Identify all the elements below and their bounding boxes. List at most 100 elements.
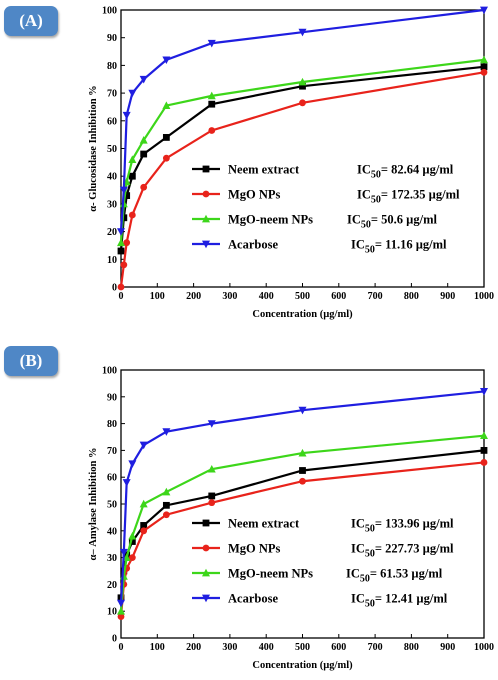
ic50-prefix: IC xyxy=(357,188,371,202)
data-point-neem-extract xyxy=(128,538,136,545)
data-point-mgo-neem-nps xyxy=(480,55,488,64)
data-point-acarbose xyxy=(162,56,171,65)
data-point-mgo-nps xyxy=(162,154,170,162)
y-tick-label: 50 xyxy=(107,144,117,155)
y-tick-label: 40 xyxy=(107,172,117,183)
data-point-acarbose xyxy=(119,548,128,557)
data-point-neem-extract xyxy=(117,247,125,255)
y-tick-label: 50 xyxy=(107,500,117,511)
data-point-neem-extract xyxy=(480,447,488,454)
ic50-annotation: IC50= 82.64 µg/ml xyxy=(357,163,454,181)
ic50-annotation: IC50= 50.6 µg/ml xyxy=(347,213,437,231)
data-point-neem-extract xyxy=(208,100,216,108)
ic50-value: = 227.73 µg/ml xyxy=(375,542,454,556)
x-tick-label: 200 xyxy=(186,642,201,653)
legend-entry-acarbose: Acarbose IC50= 11.16 µg/ml xyxy=(192,238,447,256)
x-tick-label: 500 xyxy=(295,291,310,302)
data-point-mgo-nps xyxy=(117,283,125,291)
data-point-mgo-neem-nps xyxy=(117,607,125,615)
data-point-neem-extract xyxy=(140,522,148,529)
data-point-mgo-neem-nps xyxy=(139,499,148,508)
data-point-mgo-nps xyxy=(128,211,136,219)
legend-label: Acarbose xyxy=(228,592,278,606)
y-tick-label: 80 xyxy=(107,61,117,72)
legend-label: Acarbose xyxy=(228,238,278,252)
x-tick-label: 300 xyxy=(222,291,237,302)
data-point-acarbose xyxy=(122,479,131,487)
y-tick-label: 90 xyxy=(107,392,117,403)
ic50-annotation: IC50= 11.16 µg/ml xyxy=(351,238,447,256)
y-tick-label: 60 xyxy=(107,473,117,484)
y-tick-label: 30 xyxy=(107,199,117,210)
ic50-annotation: IC50= 61.53 µg/ml xyxy=(346,567,443,585)
legend-entry-neem-extract: Neem extract IC50= 82.64 µg/ml xyxy=(192,163,454,181)
y-tick-label: 0 xyxy=(112,283,117,294)
series-mgo-neem-nps xyxy=(117,55,488,247)
legend-swatch-marker xyxy=(202,519,210,527)
data-point-acarbose xyxy=(128,89,137,98)
y-tick-label: 100 xyxy=(102,366,117,377)
ic50-subscript: 50 xyxy=(371,195,381,206)
data-point-mgo-neem-nps xyxy=(117,238,125,247)
x-tick-label: 900 xyxy=(440,642,455,653)
x-tick-label: 100 xyxy=(150,642,165,653)
y-tick-label: 20 xyxy=(107,580,117,591)
data-point-acarbose xyxy=(480,388,488,396)
ic50-prefix: IC xyxy=(351,542,365,556)
data-point-mgo-neem-nps xyxy=(207,91,216,100)
data-point-acarbose xyxy=(117,599,125,608)
y-tick-label: 90 xyxy=(107,33,117,44)
ic50-subscript: 50 xyxy=(365,549,375,560)
chart-panel-a: (A) 0 10 20 30 40 50 60 70 80 90 100 0 100 200 300 400 5… xyxy=(4,6,494,320)
x-tick-label: 800 xyxy=(404,642,419,653)
data-point-acarbose xyxy=(122,111,131,120)
chart-panel-b: (B) 0 10 20 30 40 50 60 70 80 90 100 0 100 200 300 400 5… xyxy=(0,340,498,680)
legend-swatch-marker xyxy=(202,594,210,603)
data-point-mgo-nps xyxy=(208,127,216,134)
data-point-mgo-nps xyxy=(208,499,216,507)
x-tick-label: 100 xyxy=(150,291,165,302)
data-point-acarbose xyxy=(207,420,216,428)
ic50-subscript: 50 xyxy=(360,574,370,585)
legend-swatch-marker xyxy=(202,165,210,173)
ic50-value: = 61.53 µg/ml xyxy=(370,567,443,581)
y-tick-label: 10 xyxy=(107,255,117,266)
data-point-neem-extract xyxy=(140,150,148,158)
legend-entry-mgo-nps: MgO NPs IC50= 227.73 µg/ml xyxy=(192,542,454,560)
x-tick-label: 200 xyxy=(186,291,201,302)
data-point-acarbose xyxy=(117,228,125,236)
data-point-mgo-nps xyxy=(299,477,306,485)
data-point-neem-extract xyxy=(162,134,170,141)
legend-swatch-marker xyxy=(202,568,210,577)
y-tick-label: 0 xyxy=(112,634,117,645)
data-point-neem-extract xyxy=(208,492,216,500)
y-tick-label: 40 xyxy=(107,526,117,537)
ic50-subscript: 50 xyxy=(365,245,375,256)
ic50-annotation: IC50= 133.96 µg/ml xyxy=(351,517,454,535)
x-tick-label: 1000 xyxy=(474,642,494,653)
legend-label: MgO-neem NPs xyxy=(228,213,313,227)
data-point-mgo-nps xyxy=(299,99,306,107)
x-tick-label: 800 xyxy=(404,291,419,302)
y-tick-label: 10 xyxy=(107,607,117,618)
data-point-mgo-neem-nps xyxy=(480,431,488,440)
ic50-value: = 11.16 µg/ml xyxy=(375,238,447,252)
legend-label: MgO NPs xyxy=(228,188,281,202)
x-tick-label: 600 xyxy=(331,291,346,302)
ic50-value: = 82.64 µg/ml xyxy=(381,163,454,177)
panel-label-badge: (B) xyxy=(4,346,58,376)
y-tick-label: 20 xyxy=(107,227,117,238)
legend-swatch-marker xyxy=(202,240,210,249)
ic50-prefix: IC xyxy=(351,592,365,606)
ic50-value: = 133.96 µg/ml xyxy=(375,517,454,531)
data-point-mgo-neem-nps xyxy=(207,464,216,473)
data-point-neem-extract xyxy=(128,172,136,180)
y-tick-label: 70 xyxy=(107,446,117,457)
data-point-acarbose xyxy=(298,28,307,37)
legend-swatch-marker xyxy=(202,190,210,198)
legend-label: Neem extract xyxy=(228,517,300,531)
y-axis-title: α– Amylase Inhibition % xyxy=(88,448,99,561)
ic50-prefix: IC xyxy=(351,238,365,252)
ic50-prefix: IC xyxy=(357,163,371,177)
